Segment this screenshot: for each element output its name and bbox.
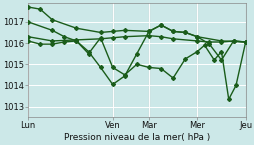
X-axis label: Pression niveau de la mer( hPa ): Pression niveau de la mer( hPa ) <box>64 133 209 142</box>
